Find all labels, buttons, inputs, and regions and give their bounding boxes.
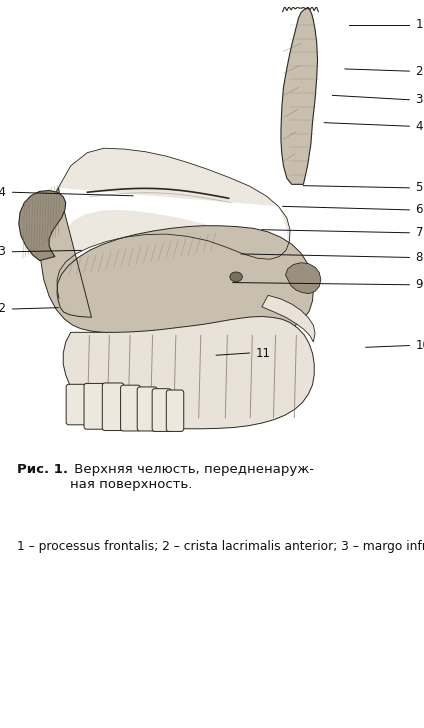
FancyBboxPatch shape xyxy=(152,389,171,432)
FancyBboxPatch shape xyxy=(166,390,184,432)
Text: 12: 12 xyxy=(0,302,6,315)
Text: 5: 5 xyxy=(416,181,423,194)
Text: 14: 14 xyxy=(0,186,6,199)
FancyBboxPatch shape xyxy=(102,383,124,430)
FancyBboxPatch shape xyxy=(120,385,140,431)
Text: Рис. 1.: Рис. 1. xyxy=(17,463,68,476)
Text: 2: 2 xyxy=(416,65,423,78)
Polygon shape xyxy=(262,296,315,342)
Text: 6: 6 xyxy=(416,203,423,216)
Text: 7: 7 xyxy=(416,226,423,240)
FancyBboxPatch shape xyxy=(84,384,106,430)
Text: 9: 9 xyxy=(416,278,423,291)
Text: 8: 8 xyxy=(416,251,423,264)
Text: 1 – processus frontalis; 2 – crista lacrimalis anterior; 3 – margo infraorbitali: 1 – processus frontalis; 2 – crista lacr… xyxy=(17,540,424,553)
FancyBboxPatch shape xyxy=(66,384,88,425)
Text: Верхняя челюсть, передненаруж-
ная поверхность.: Верхняя челюсть, передненаруж- ная повер… xyxy=(70,463,314,491)
Polygon shape xyxy=(41,188,313,339)
Text: 3: 3 xyxy=(416,93,423,106)
Polygon shape xyxy=(285,263,321,293)
Polygon shape xyxy=(57,149,290,271)
Polygon shape xyxy=(19,191,66,261)
Text: 13: 13 xyxy=(0,245,6,258)
Polygon shape xyxy=(63,317,314,429)
Text: 4: 4 xyxy=(416,119,423,132)
Text: 10: 10 xyxy=(416,339,424,352)
Ellipse shape xyxy=(230,272,243,282)
Polygon shape xyxy=(281,8,318,184)
FancyBboxPatch shape xyxy=(137,387,157,431)
Text: 11: 11 xyxy=(256,347,271,360)
Text: 1: 1 xyxy=(416,18,423,31)
